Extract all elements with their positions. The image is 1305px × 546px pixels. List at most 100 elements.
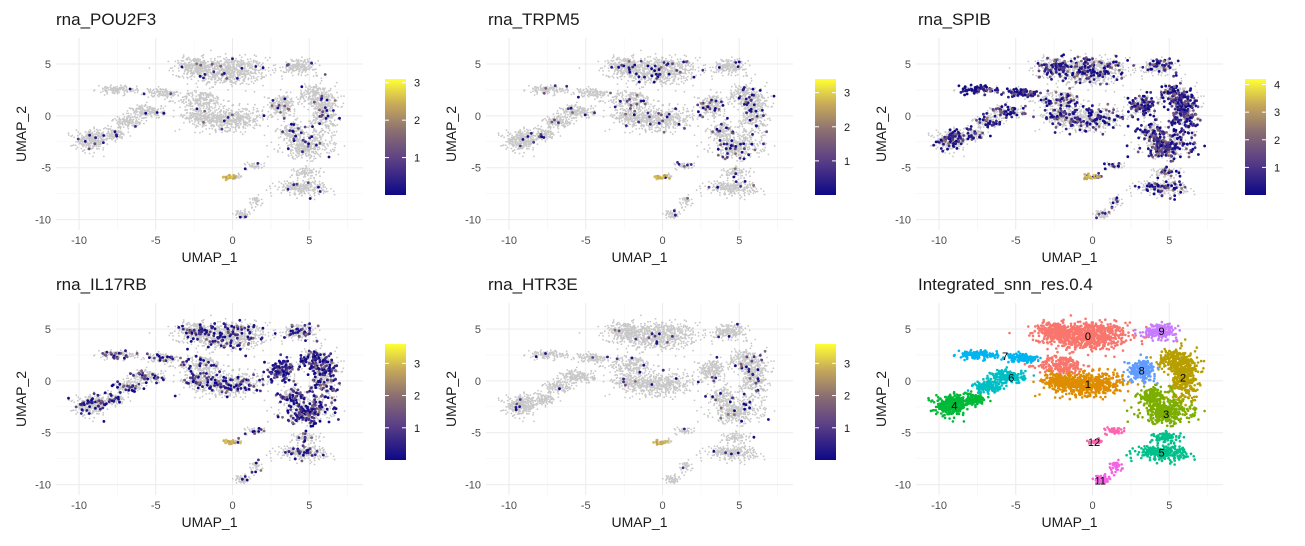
cell-point (314, 117, 317, 120)
cell-point (294, 193, 297, 195)
cell-point (313, 176, 315, 179)
cell-point (324, 130, 327, 133)
cell-point (294, 158, 297, 160)
expressing-cell-point (226, 116, 230, 119)
cell-point (186, 68, 189, 71)
cell-point (244, 90, 247, 92)
cell-point (227, 78, 230, 81)
colorbar-tick-label: 2 (414, 115, 420, 127)
cell-point (227, 71, 230, 74)
cell-point (191, 66, 194, 68)
cell-point (277, 151, 280, 153)
cell-point (186, 72, 189, 74)
cell-point (95, 128, 98, 131)
cell-point (195, 110, 198, 113)
cell-point (91, 141, 93, 144)
cell-point (306, 58, 309, 61)
cell-point (251, 63, 254, 65)
cell-point (211, 67, 214, 70)
cell-point (204, 91, 207, 94)
cell-point (195, 124, 198, 127)
cell-point (311, 151, 313, 154)
cell-point (330, 135, 333, 138)
cell-point (82, 137, 85, 140)
cell-point (291, 174, 294, 176)
y-tick-label: 5 (475, 59, 481, 71)
cell-point (197, 111, 200, 114)
expressing-cell-point (315, 143, 318, 147)
cell-point (126, 91, 129, 94)
cell-point (102, 90, 104, 93)
cell-point (297, 59, 300, 61)
cell-point (183, 95, 186, 98)
cell-point (115, 119, 118, 122)
cell-point (274, 64, 277, 66)
cell-point (313, 187, 315, 190)
cell-point (219, 69, 222, 72)
cell-point (292, 181, 295, 183)
cell-point (229, 127, 232, 130)
cell-point (208, 108, 211, 111)
cell-point (328, 129, 331, 132)
cell-point (295, 144, 297, 147)
cell-point (225, 67, 228, 70)
cell-point (282, 108, 285, 111)
cell-point (260, 77, 263, 80)
cell-point (132, 118, 135, 121)
cell-point (284, 186, 287, 189)
cell-point (227, 59, 230, 62)
cell-point (131, 124, 133, 127)
cell-point (246, 65, 249, 68)
cell-point (252, 61, 255, 63)
cell-point (232, 72, 235, 74)
cell-point (219, 78, 222, 81)
cell-point (303, 181, 306, 184)
cell-point (264, 69, 267, 71)
cell-point (220, 110, 223, 112)
cell-point (195, 82, 198, 85)
cell-point (118, 91, 121, 94)
cell-point (318, 183, 321, 185)
cell-point (311, 181, 314, 183)
cell-point (207, 96, 210, 99)
expressing-cell-point (291, 129, 294, 133)
cell-point (314, 106, 317, 109)
expressing-cell-point (76, 137, 80, 141)
cell-point (270, 195, 273, 197)
cell-point (224, 65, 227, 67)
cell-point (279, 99, 282, 101)
expressing-cell-point (311, 125, 314, 128)
cell-point (293, 110, 296, 112)
cell-point (121, 124, 124, 126)
y-axis-label: UMAP_2 (443, 106, 459, 162)
cell-point (205, 115, 208, 118)
cell-point (108, 132, 111, 135)
cell-point (234, 126, 237, 129)
cell-point (172, 70, 174, 72)
cell-point (193, 118, 196, 120)
cell-point (212, 120, 215, 123)
cell-point (178, 70, 180, 72)
cell-point (309, 194, 311, 197)
cell-point (316, 98, 319, 101)
cell-point (207, 68, 210, 71)
cell-point (191, 91, 194, 94)
cell-point (156, 109, 159, 112)
cell-point (324, 139, 327, 142)
cell-point (244, 53, 247, 56)
cell-point (279, 96, 281, 99)
cell-point (196, 98, 199, 101)
cell-point (332, 190, 335, 193)
expressing-cell-point (286, 107, 290, 111)
cell-point (211, 94, 214, 97)
cell-point (199, 67, 201, 70)
cell-point (305, 96, 308, 98)
cell-point (267, 125, 269, 128)
cell-point (246, 213, 249, 216)
cell-point (103, 94, 106, 96)
cell-point (237, 65, 240, 67)
cell-point (126, 118, 128, 121)
cell-point (282, 183, 285, 186)
